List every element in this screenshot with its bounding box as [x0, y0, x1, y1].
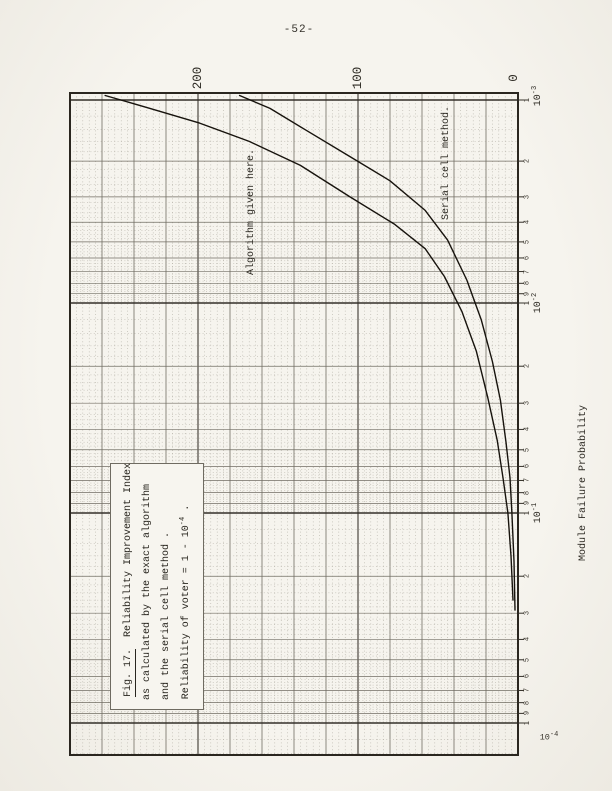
- x-axis-corner-label: 10-4: [539, 730, 559, 743]
- x-axis-tick-label: 7: [523, 688, 531, 693]
- y-axis-value-label: 100: [350, 66, 365, 90]
- x-axis-tick-label: 4: [523, 637, 531, 642]
- x-axis-tick-label: 2: [523, 574, 531, 579]
- x-axis-tick-label: 4: [523, 427, 531, 432]
- x-axis-tick-label: 1: [523, 510, 531, 516]
- x-axis-tick-label: 1: [523, 720, 531, 726]
- x-axis-tick-label: 7: [523, 478, 531, 483]
- caption-line-1: Fig. 17. Reliability Improvement Index: [123, 462, 136, 698]
- x-axis-tick-label: 3: [523, 611, 531, 616]
- chart-frame: [69, 92, 519, 756]
- caption-line4-period: .: [181, 504, 193, 517]
- y-axis-value-label: 200: [190, 66, 205, 90]
- decade-exponent: -2: [530, 292, 539, 302]
- decade-base: 10: [533, 301, 545, 314]
- x-axis-tick-label: 3: [523, 401, 531, 406]
- x-axis-tick-label: 5: [523, 447, 531, 452]
- curve-exact-algorithm: [104, 94, 514, 601]
- curve-serial-cell-method: [238, 94, 516, 611]
- x-axis-title: Module Failure Probability: [578, 404, 589, 562]
- caption-line-4: Reliability of voter = 1 - 10-4 .: [178, 504, 193, 700]
- figure-label: Fig. 17.: [123, 649, 136, 698]
- x-axis-decade-label: 10-1: [530, 502, 545, 524]
- decade-exponent: -3: [530, 85, 539, 95]
- x-axis-tick-label: 6: [523, 464, 531, 469]
- x-axis-tick-label: 2: [523, 158, 531, 164]
- caption-line1-text: Reliability Improvement Index: [123, 462, 134, 650]
- caption-line4-exponent: -4: [178, 516, 187, 526]
- x-axis-tick-label: 8: [523, 700, 531, 705]
- caption-line4-text: Reliability of voter = 1 - 10: [181, 525, 193, 700]
- page-number: -52-: [283, 24, 315, 36]
- x-axis-tick-label: 5: [523, 239, 531, 244]
- corner-base: 10: [539, 732, 550, 743]
- x-axis-decade-label: 10-2: [530, 292, 545, 314]
- caption-line-2: as calculated by the exact algorithm: [142, 483, 153, 701]
- x-axis-tick-label: 4: [523, 220, 531, 225]
- figure-caption-box: [110, 463, 204, 710]
- decade-base: 10: [533, 511, 545, 524]
- x-axis-tick-label: 2: [523, 364, 531, 369]
- x-axis-tick-label: 6: [523, 255, 531, 261]
- x-axis-tick-label: 8: [523, 281, 531, 286]
- x-axis-tick-label: 9: [523, 711, 531, 716]
- decade-base: 10: [533, 94, 545, 107]
- x-axis-tick-label: 1: [523, 300, 531, 306]
- x-axis-tick-label: 3: [523, 194, 531, 199]
- x-axis-decade-label: 10-3: [530, 85, 545, 107]
- x-axis-tick-label: 7: [523, 269, 531, 274]
- decade-exponent: -1: [530, 502, 539, 512]
- annotation-serial-curve: Serial cell method.: [441, 105, 452, 221]
- x-axis-tick-label: 5: [523, 657, 531, 662]
- x-axis-tick-label: 8: [523, 490, 531, 495]
- caption-line-3: and the serial cell method .: [161, 531, 172, 701]
- x-axis-tick-label: 1: [523, 97, 531, 103]
- y-axis-value-label: 0: [506, 74, 521, 82]
- corner-exponent: -4: [549, 730, 559, 739]
- x-axis-tick-label: 6: [523, 674, 531, 679]
- annotation-algorithm-curve: Algorithm given here.: [246, 148, 257, 276]
